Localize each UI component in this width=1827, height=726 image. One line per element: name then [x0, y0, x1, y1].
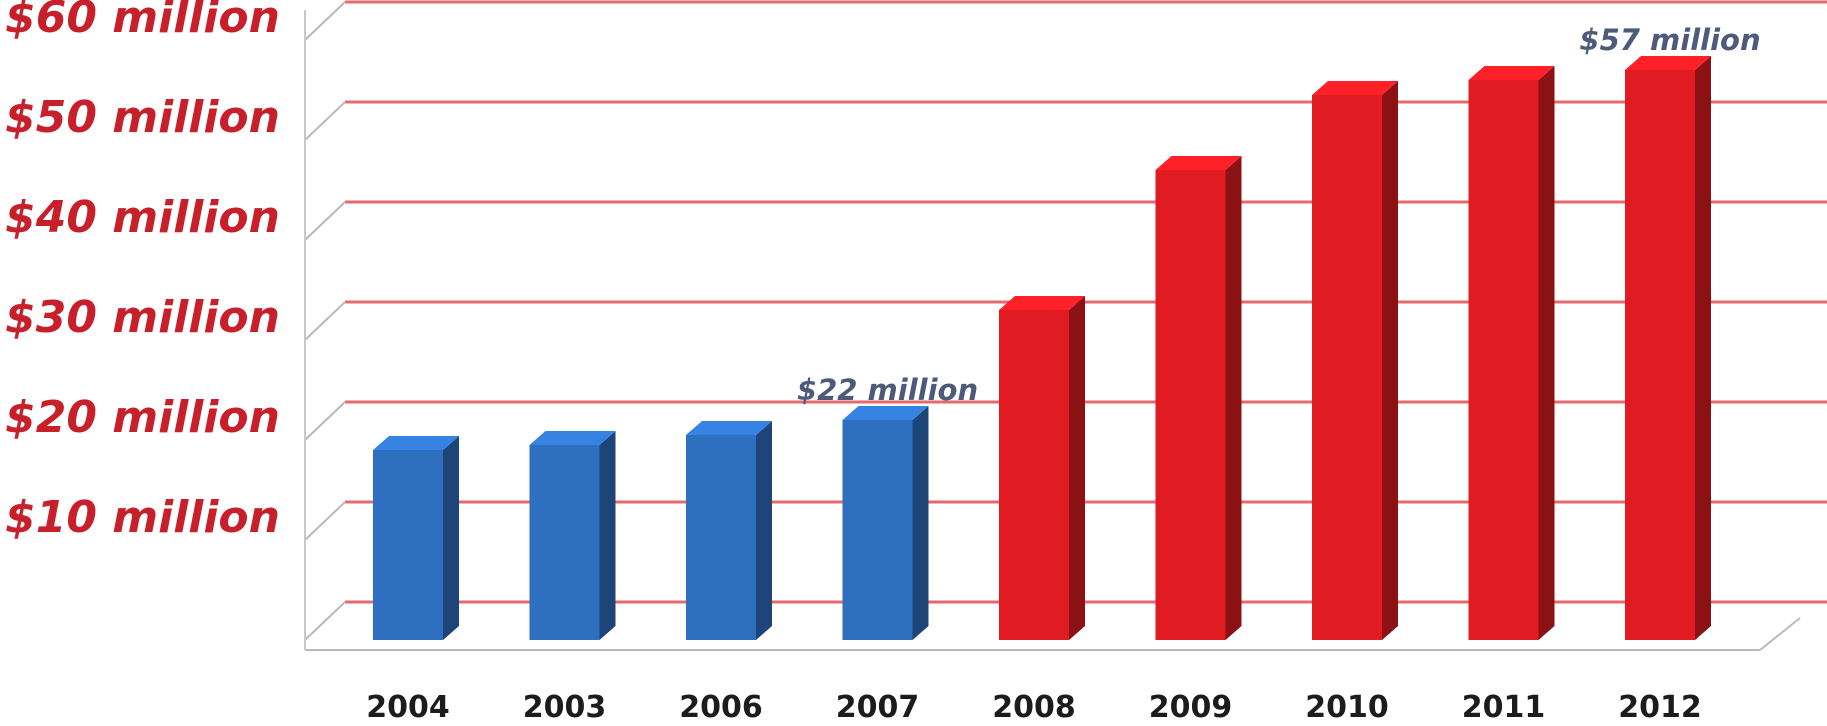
gridline-side-50	[304, 101, 346, 141]
y-tick-label: $50 million	[5, 92, 280, 143]
y-tick-label: $20 million	[5, 392, 280, 443]
bar	[1312, 81, 1398, 640]
gridline-side-10	[304, 501, 346, 541]
bar-front	[529, 445, 600, 640]
bars	[373, 56, 1711, 640]
gridline-side-0	[304, 601, 346, 641]
bar-front	[686, 435, 756, 640]
bar-top	[1468, 66, 1555, 80]
bar-side	[912, 406, 929, 640]
bar-top	[999, 296, 1085, 310]
bar	[999, 296, 1085, 640]
bar-top	[1312, 81, 1398, 95]
bar-side	[1382, 81, 1398, 640]
y-tick-label: $60 million	[5, 0, 280, 43]
floor-right-edge	[1759, 617, 1801, 651]
x-tick-label: 2006	[679, 690, 763, 725]
bar-side	[1538, 66, 1555, 640]
bar	[373, 436, 459, 640]
bar-top	[686, 421, 772, 435]
bar-side	[1069, 296, 1085, 640]
y-tick-label: $30 million	[5, 292, 280, 343]
bar	[1468, 66, 1555, 640]
bar-side	[756, 421, 772, 640]
data-label: $57 million	[1579, 23, 1760, 57]
x-tick-label: 2007	[836, 690, 920, 725]
y-axis-tick-labels: $10 million $20 million $30 million $40 mil…	[5, 0, 280, 543]
y-tick-label: $40 million	[5, 192, 280, 243]
x-axis-tick-labels: 2004 2003 2006 2007 2008 2009 2010 2011 2012	[366, 690, 1702, 725]
bar	[1625, 56, 1711, 640]
data-labels: $22 million $57 million	[797, 23, 1761, 407]
x-tick-label: 2012	[1618, 690, 1702, 725]
bar-top	[842, 406, 929, 420]
x-tick-label: 2009	[1149, 690, 1233, 725]
bar-front	[999, 310, 1069, 640]
y-tick-label: $10 million	[5, 492, 280, 543]
x-tick-label: 2003	[523, 690, 607, 725]
gridline-side-30	[304, 301, 346, 341]
bar-front	[1468, 80, 1539, 640]
bar-top	[1155, 156, 1242, 170]
bar-side	[443, 436, 459, 640]
bar-top	[1625, 56, 1711, 70]
bar-front	[1312, 95, 1382, 640]
x-tick-label: 2004	[366, 690, 450, 725]
data-label: $22 million	[797, 373, 978, 407]
gridline-side-40	[304, 201, 346, 241]
bar	[842, 406, 929, 640]
bar-side	[1225, 156, 1242, 640]
bar-side	[599, 431, 616, 640]
bar-top	[373, 436, 459, 450]
x-tick-label: 2010	[1305, 690, 1389, 725]
bar-front	[1155, 170, 1226, 640]
gridline-side-20	[304, 401, 346, 441]
bar	[1155, 156, 1242, 640]
bar-front	[1625, 70, 1695, 640]
bar-side	[1695, 56, 1711, 640]
x-tick-label: 2008	[992, 690, 1076, 725]
gridline-side-60	[304, 1, 346, 41]
bar-front	[373, 450, 443, 640]
bar	[686, 421, 772, 640]
bar-front	[842, 420, 913, 640]
x-tick-label: 2011	[1462, 690, 1546, 725]
bar-top	[529, 431, 616, 445]
bar	[529, 431, 616, 640]
